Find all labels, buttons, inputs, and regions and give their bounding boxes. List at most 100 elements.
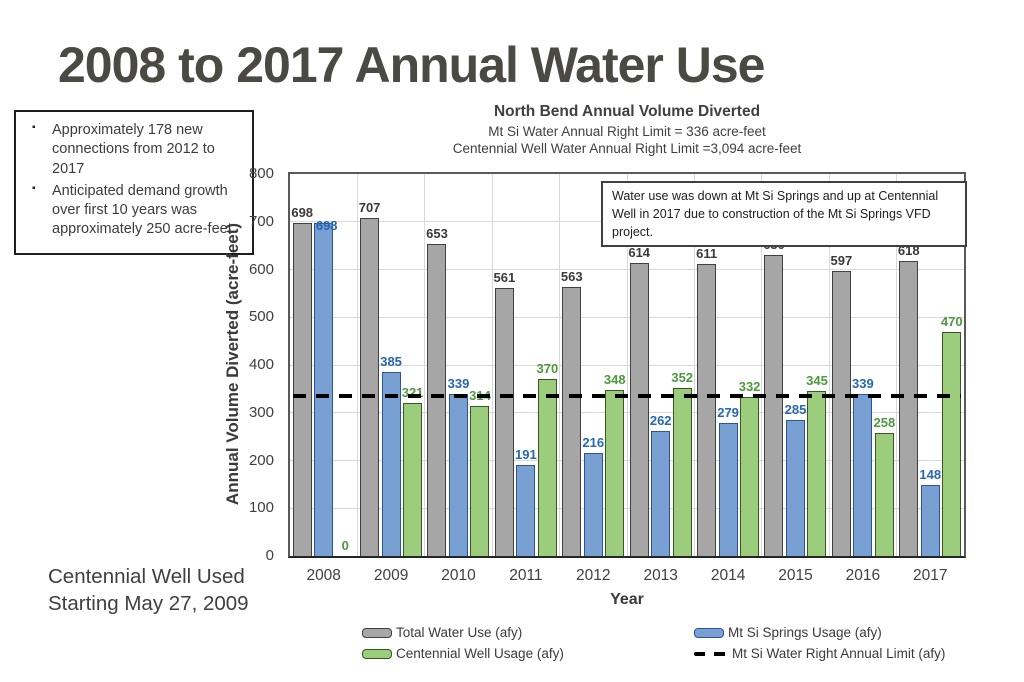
x-tick-label: 2016: [845, 567, 881, 584]
v-gridline: [896, 174, 898, 556]
bar-value-label: 470: [940, 313, 963, 329]
total-water-bar: [899, 260, 919, 556]
legend-item-well: Centennial Well Usage (afy): [362, 646, 694, 661]
x-tick-label: 2015: [778, 567, 813, 584]
bar-group-2014: 611 279 332: [694, 174, 761, 556]
y-tick-label: 400: [248, 356, 274, 373]
legend: Total Water Use (afy) Mt Si Springs Usag…: [362, 625, 945, 661]
bar-value-label: 370: [536, 361, 559, 377]
bar-group-2013: 614 262 352: [627, 174, 694, 556]
chart-subtitle-mtsi: Mt Si Water Annual Right Limit = 336 acr…: [488, 124, 766, 139]
bar-group-2012: 563 216 348: [560, 174, 627, 556]
bar-group-2008: 698 698 0: [290, 174, 357, 556]
info-bullet: Approximately 178 new connections from 2…: [32, 121, 246, 179]
bar-value-label: 262: [649, 412, 672, 428]
bar-value-label: 597: [830, 252, 853, 268]
bar-value-label: 332: [738, 379, 761, 395]
footnote: Centennial Well Used Starting May 27, 20…: [48, 563, 249, 617]
centennial-well-bar: [605, 389, 625, 556]
bar-group-2010: 653339314: [425, 174, 492, 556]
mtsi-springs-bar: [448, 394, 468, 556]
legend-item-springs: Mt Si Springs Usage (afy): [694, 625, 945, 640]
x-tick-label: 2011: [509, 567, 543, 584]
bar-group-2017: 618 148 470: [897, 174, 964, 556]
x-tick-label: 2013: [643, 567, 678, 584]
y-tick-label: 500: [248, 308, 274, 326]
bar-value-label: 285: [784, 401, 807, 417]
x-tick-label: 2010: [441, 567, 476, 584]
bar-group-2015: 630285345: [762, 174, 829, 556]
bar-value-label: 385: [380, 354, 402, 370]
centennial-well-bar: [807, 391, 827, 556]
x-tick-label: 2008: [306, 567, 341, 584]
bar-group-2011: 561 191 370: [492, 174, 559, 556]
bar-value-label: 698: [315, 217, 338, 233]
bar-value-label: 653: [426, 226, 448, 242]
centennial-well-bar: [942, 331, 962, 556]
bar-value-label: 339: [447, 376, 470, 392]
total-water-bar: [697, 264, 717, 556]
total-water-swatch-icon: [362, 627, 392, 638]
bar-group-2009: 707 385 321: [357, 174, 424, 556]
total-water-bar: [629, 262, 649, 556]
x-tick-label: 2014: [710, 567, 746, 584]
bar-value-label: 148: [919, 467, 942, 483]
mtsi-springs-bar: [785, 419, 805, 556]
x-tick-label: 2017: [913, 567, 948, 584]
bar-value-label: 707: [358, 200, 381, 216]
centennial-well-bar: [470, 406, 490, 556]
x-tick-label: 2009: [373, 567, 409, 584]
page-title: 2008 to 2017 Annual Water Use: [58, 37, 765, 93]
v-gridline: [693, 174, 695, 556]
total-water-bar: [764, 255, 784, 556]
mtsi-springs-bar: [651, 430, 671, 556]
bar-value-label: 216: [582, 434, 605, 450]
bar-value-label: 614: [628, 244, 651, 260]
total-water-bar: [292, 222, 312, 556]
footnote-line: Centennial Well Used: [48, 565, 245, 588]
info-bullet: Anticipated demand growth over first 10 …: [32, 182, 246, 240]
bar-value-label: 352: [671, 369, 694, 385]
bar-value-label: 563: [560, 269, 583, 285]
y-tick-label: 600: [248, 260, 274, 278]
v-gridline: [761, 174, 763, 556]
bar-value-label: 611: [696, 246, 718, 262]
legend-item-total: Total Water Use (afy): [362, 625, 694, 640]
x-tick-label: 2012: [576, 567, 611, 584]
bar-value-label: 279: [717, 404, 739, 420]
mtsi-springs-bar: [314, 222, 334, 556]
mtsi-springs-bar: [718, 422, 738, 556]
centennial-well-bar: [740, 397, 760, 556]
bar-value-label: 561: [493, 270, 516, 286]
total-water-bar: [562, 287, 582, 556]
bar-value-label: 339: [852, 376, 874, 392]
bar-value-label: 258: [873, 414, 896, 430]
y-tick-label: 0: [265, 547, 274, 564]
total-water-bar: [831, 270, 851, 556]
mtsi-springs-bar: [583, 452, 603, 556]
legend-label-springs: Mt Si Springs Usage (afy): [728, 625, 882, 640]
limit-line: [293, 393, 961, 398]
chart-title: North Bend Annual Volume Diverted: [493, 103, 761, 120]
bar-value-label: 191: [515, 446, 537, 462]
legend-label-limit: Mt Si Water Right Annual Limit (afy): [732, 646, 946, 661]
info-bullet-list: Approximately 178 new connections from 2…: [22, 121, 246, 240]
mtsi-springs-bar: [920, 485, 940, 556]
centennial-well-swatch-icon: [362, 648, 392, 659]
bar-value-label: 345: [806, 373, 828, 389]
v-gridline: [356, 174, 358, 556]
mtsi-springs-swatch-icon: [694, 627, 724, 638]
bar-value-label: 0: [341, 538, 349, 553]
centennial-well-bar: [537, 379, 557, 556]
y-axis-ticks: 0 100 200 300 400 500 600 700 800: [236, 165, 282, 564]
mtsi-springs-bar: [516, 464, 536, 556]
centennial-well-bar: [672, 387, 692, 556]
limit-line-dash-icon: [694, 651, 728, 656]
x-axis-title: Year: [610, 591, 644, 608]
y-tick-label: 800: [248, 165, 274, 182]
chart-subtitle-centennial: Centennial Well Water Annual Right Limit…: [452, 141, 802, 157]
bar-value-label: 698: [291, 204, 314, 220]
v-gridline: [559, 174, 561, 556]
centennial-well-bar: [403, 402, 423, 556]
